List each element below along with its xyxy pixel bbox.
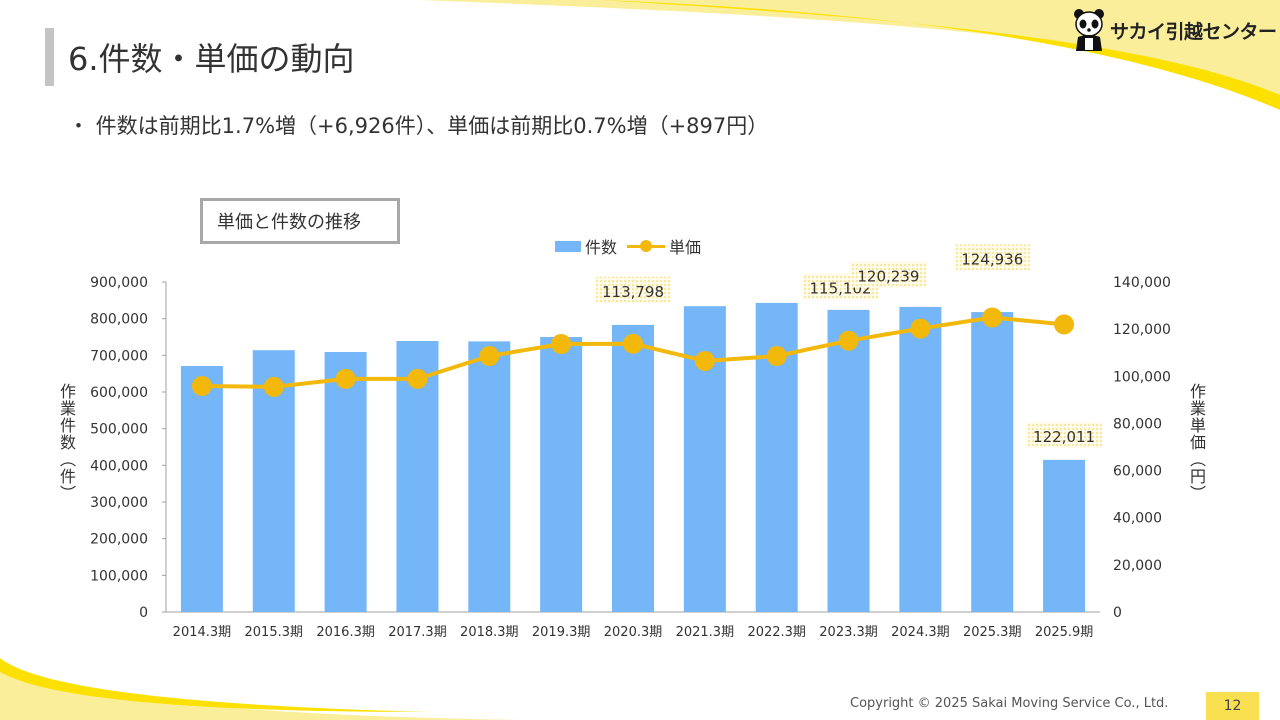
point-unit-price xyxy=(479,346,500,367)
x-tick-label: 2015.3期 xyxy=(245,625,304,640)
page-number: 12 xyxy=(1206,692,1259,720)
y-right-tick-label: 140,000 xyxy=(1113,275,1171,291)
x-tick-label: 2024.3期 xyxy=(891,625,950,640)
bar-count xyxy=(180,365,223,612)
y-left-tick-label: 100,000 xyxy=(90,568,148,584)
x-tick-label: 2017.3期 xyxy=(388,625,447,640)
bottom-left-light-swoosh xyxy=(0,660,520,720)
panda-icon xyxy=(1074,9,1104,51)
bar-count xyxy=(827,309,870,612)
legend-label-count: 件数 xyxy=(585,238,618,257)
data-label: 120,239 xyxy=(857,268,919,286)
point-unit-price xyxy=(263,376,284,397)
point-unit-price xyxy=(1054,314,1075,335)
copyright: Copyright © 2025 Sakai Moving Service Co… xyxy=(850,696,1169,711)
bar-count xyxy=(540,337,583,612)
y-right-tick-label: 100,000 xyxy=(1113,369,1171,385)
point-unit-price xyxy=(623,333,643,354)
y-right-tick-label: 0 xyxy=(1113,605,1122,621)
y-left-tick-label: 800,000 xyxy=(90,312,148,328)
title-accent-bar xyxy=(45,28,54,86)
chart-legend: 件数 単価 xyxy=(555,234,701,258)
top-right-light-swoosh xyxy=(420,0,1280,95)
page-title: 6.件数・単価の動向 xyxy=(68,40,355,78)
bar-count xyxy=(324,352,367,612)
x-tick-label: 2021.3期 xyxy=(676,625,735,640)
point-unit-price xyxy=(694,350,715,371)
y-right-tick-label: 20,000 xyxy=(1113,558,1162,574)
y-left-tick-label: 900,000 xyxy=(90,275,148,291)
chart-title: 単価と件数の推移 xyxy=(200,198,400,244)
y-left-tick-label: 400,000 xyxy=(90,458,148,474)
x-tick-label: 2016.3期 xyxy=(316,625,375,640)
data-label: 113,798 xyxy=(602,283,664,301)
bar-count xyxy=(971,312,1014,612)
legend-bar-swatch xyxy=(555,240,581,252)
x-tick-label: 2014.3期 xyxy=(173,625,232,640)
bar-count xyxy=(612,324,654,612)
y-axis-right-label: 作業単価（円） xyxy=(1187,383,1206,502)
company-logo: サカイ引越センター xyxy=(1072,6,1277,54)
x-tick-label: 2023.3期 xyxy=(819,625,878,640)
data-label-box xyxy=(595,276,671,303)
legend-line-swatch xyxy=(627,239,666,253)
y-left-tick-label: 500,000 xyxy=(90,422,148,438)
point-unit-price xyxy=(766,346,787,367)
y-right-tick-label: 40,000 xyxy=(1113,511,1162,527)
x-tick-label: 2020.3期 xyxy=(604,625,663,640)
summary-bullet: ・ 件数は前期比1.7%増（+6,926件）、単価は前期比0.7%増（+897円… xyxy=(68,114,769,138)
y-left-tick-label: 600,000 xyxy=(90,385,148,401)
y-left-tick-label: 200,000 xyxy=(90,532,148,548)
y-left-tick-label: 0 xyxy=(139,605,148,621)
y-left-tick-label: 300,000 xyxy=(90,495,148,511)
bar-count xyxy=(1043,459,1086,612)
data-label-box xyxy=(1026,422,1103,448)
data-label: 124,936 xyxy=(961,251,1023,269)
x-tick-label: 2022.3期 xyxy=(747,625,806,640)
point-unit-price xyxy=(551,333,572,354)
bar-count xyxy=(468,341,511,612)
x-tick-label: 2018.3期 xyxy=(460,625,519,640)
point-unit-price xyxy=(838,330,859,351)
data-label: 122,011 xyxy=(1033,428,1095,446)
point-unit-price xyxy=(407,368,428,389)
point-unit-price xyxy=(910,318,931,339)
y-right-tick-label: 120,000 xyxy=(1113,322,1171,338)
data-label-box xyxy=(954,244,1031,271)
y-axis-left-label: 作業件数（件） xyxy=(57,383,76,502)
x-tick-label: 2025.9期 xyxy=(1035,625,1094,640)
data-label-box xyxy=(850,261,927,288)
x-tick-label: 2025.3期 xyxy=(963,625,1022,640)
x-tick-label: 2019.3期 xyxy=(532,625,591,640)
y-left-tick-label: 700,000 xyxy=(90,348,148,364)
point-unit-price xyxy=(982,307,1003,328)
logo-text: サカイ引越センター xyxy=(1110,20,1277,43)
y-right-tick-label: 60,000 xyxy=(1113,464,1162,480)
point-unit-price xyxy=(191,375,212,396)
bar-count xyxy=(899,306,942,612)
point-unit-price xyxy=(335,368,356,389)
y-right-tick-label: 80,000 xyxy=(1113,416,1162,432)
legend-label-price: 単価 xyxy=(669,238,702,257)
